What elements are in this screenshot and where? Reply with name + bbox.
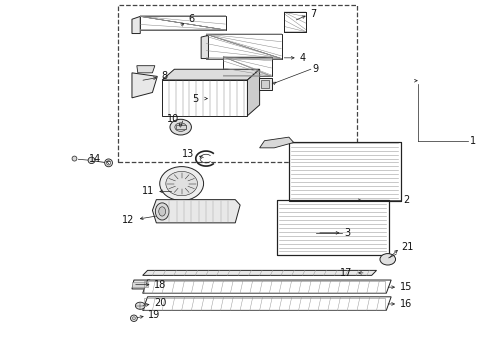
Bar [223,57,272,76]
Circle shape [170,119,192,135]
Bar [162,80,247,116]
Bar [259,78,272,90]
Circle shape [380,253,395,265]
Bar [144,281,385,293]
Text: 19: 19 [148,310,160,320]
Text: 8: 8 [161,71,167,81]
Bar [277,200,389,255]
Text: 9: 9 [312,64,318,73]
Polygon shape [201,35,208,59]
Polygon shape [143,280,391,293]
Bar [261,80,269,88]
Bar [144,298,385,310]
Bar [140,17,225,30]
Polygon shape [132,280,150,289]
Text: 15: 15 [400,282,412,292]
Bar [132,282,148,287]
Ellipse shape [160,167,203,201]
Bar [277,200,389,255]
Text: 4: 4 [299,53,306,63]
Text: 14: 14 [89,154,101,164]
Ellipse shape [105,159,113,167]
Ellipse shape [132,317,135,320]
Ellipse shape [166,171,197,196]
Polygon shape [162,69,260,80]
Text: 5: 5 [193,94,199,104]
Text: 21: 21 [401,242,413,252]
Text: 6: 6 [189,14,195,24]
Text: 13: 13 [182,149,194,159]
Polygon shape [132,73,157,98]
Text: 16: 16 [400,299,412,309]
Polygon shape [260,137,294,148]
Bar [176,125,186,129]
Ellipse shape [88,157,95,163]
Bar [289,143,401,202]
Text: 10: 10 [167,114,179,124]
Text: 7: 7 [310,9,317,19]
Bar [118,5,357,162]
Text: 11: 11 [142,186,154,197]
Polygon shape [137,66,155,73]
Bar [284,12,306,32]
Polygon shape [152,200,240,223]
Circle shape [175,123,187,131]
Polygon shape [143,270,376,275]
Bar [206,34,282,59]
Bar [284,12,306,32]
Ellipse shape [155,203,169,220]
Ellipse shape [130,315,137,321]
Text: 20: 20 [154,298,166,308]
Text: 12: 12 [122,215,134,225]
Ellipse shape [107,161,111,165]
Text: 18: 18 [154,280,167,290]
Text: 3: 3 [344,228,350,238]
Ellipse shape [159,207,166,216]
Polygon shape [143,297,391,310]
Polygon shape [132,17,140,33]
Bar [289,143,401,202]
Ellipse shape [72,156,77,161]
Text: 1: 1 [470,136,476,146]
Text: 2: 2 [403,195,410,205]
Circle shape [135,302,145,309]
Polygon shape [247,69,260,116]
Text: 17: 17 [340,268,352,278]
